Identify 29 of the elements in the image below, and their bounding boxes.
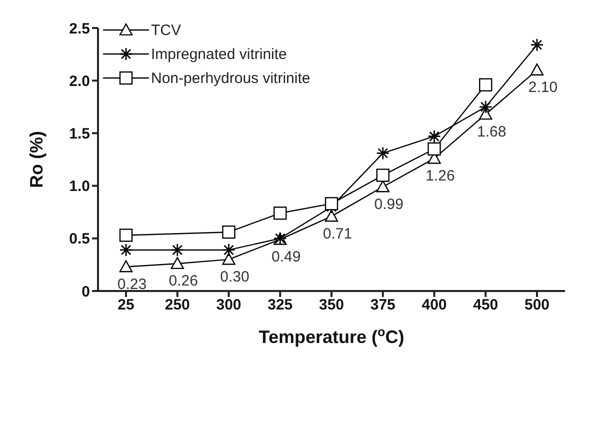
x-tick-label: 350 (318, 296, 344, 314)
data-label: 2.10 (528, 79, 558, 96)
x-tick-label: 375 (370, 296, 396, 314)
legend-label: Non-perhydrous vitrinite (151, 70, 310, 86)
y-tick-label: 1.0 (69, 178, 90, 196)
y-tick-label: 2.0 (69, 72, 90, 90)
x-tick-label: 325 (268, 296, 293, 314)
y-tick-label: 0.5 (69, 230, 90, 248)
legend-label: TCV (151, 22, 181, 38)
x-tick-label: 500 (524, 296, 550, 314)
x-tick-label: 400 (422, 296, 447, 314)
data-label: 0.99 (374, 196, 404, 213)
data-label: 1.26 (426, 167, 455, 184)
y-tick-label: 2.5 (69, 20, 90, 38)
y-axis-title: Ro (%) (26, 131, 46, 188)
y-tick-label: 1.5 (69, 126, 90, 143)
x-tick-label: 300 (216, 296, 242, 314)
data-label: 0.30 (220, 268, 250, 286)
data-label: 0.71 (322, 225, 352, 242)
data-label: 0.26 (168, 272, 198, 290)
data-label: 1.68 (477, 123, 506, 140)
x-tick-label: 250 (164, 296, 190, 314)
y-tick-label: 0 (82, 283, 90, 300)
x-axis-title: Temperature ($^{o}$C) (258, 325, 404, 347)
data-label: 0.23 (117, 276, 147, 293)
legend-label: Impregnated vitrinite (151, 46, 287, 62)
x-tick-label: 25 (118, 296, 134, 314)
data-label: 0.49 (272, 248, 301, 266)
x-tick-label: 450 (473, 296, 498, 314)
